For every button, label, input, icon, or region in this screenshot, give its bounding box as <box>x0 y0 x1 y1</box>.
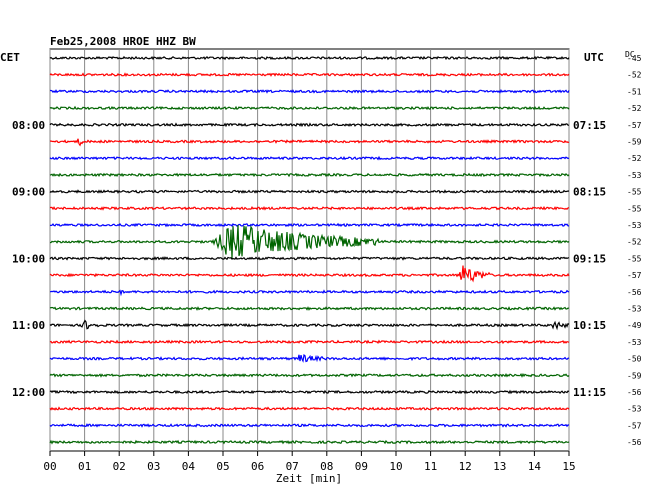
dc-value: -57 <box>627 421 642 430</box>
dc-value: -55 <box>627 188 642 197</box>
dc-value: -53 <box>627 405 642 414</box>
trace-line <box>49 222 570 228</box>
x-tick-label: 15 <box>562 460 575 473</box>
right-time-label: 10:15 <box>573 319 606 332</box>
trace-line <box>49 306 570 311</box>
x-axis-label: Zeit [min] <box>276 472 342 485</box>
dc-value: -53 <box>627 171 642 180</box>
trace-line <box>49 205 570 211</box>
x-tick-label: 05 <box>216 460 229 473</box>
x-tick-label: 00 <box>43 460 56 473</box>
x-tick-label: 10 <box>389 460 402 473</box>
trace-line <box>49 155 570 161</box>
trace-line <box>49 72 570 78</box>
x-tick-label: 13 <box>493 460 506 473</box>
trace-line <box>49 122 569 128</box>
dc-value: -50 <box>627 355 642 364</box>
trace-line <box>50 89 570 94</box>
dc-value: -57 <box>627 121 642 130</box>
trace-line <box>49 256 570 261</box>
trace-line <box>49 55 570 61</box>
trace-line <box>49 339 570 345</box>
right-time-label: 08:15 <box>573 186 606 199</box>
dc-value: -52 <box>627 154 642 163</box>
dc-value: -55 <box>627 204 642 213</box>
dc-value: -55 <box>627 254 642 263</box>
x-tick-label: 12 <box>459 460 472 473</box>
trace-line <box>49 423 570 428</box>
trace-line <box>49 353 570 363</box>
left-time-label: 12:00 <box>12 386 45 399</box>
dc-value: -59 <box>627 138 642 147</box>
trace-line <box>49 265 570 283</box>
left-time-label: 11:00 <box>12 319 45 332</box>
trace-line <box>49 289 570 297</box>
traces <box>49 55 570 445</box>
x-tick-label: 03 <box>147 460 160 473</box>
x-tick-label: 01 <box>78 460 91 473</box>
right-time-label: 09:15 <box>573 252 606 265</box>
x-tick-label: 14 <box>528 460 542 473</box>
x-tick-label: 07 <box>286 460 299 473</box>
dc-value: -52 <box>627 71 642 80</box>
trace-line <box>49 372 570 378</box>
dc-value: -56 <box>627 438 642 447</box>
dc-value: -53 <box>627 338 642 347</box>
dc-value: -49 <box>627 321 642 330</box>
right-time-label: 07:15 <box>573 119 606 132</box>
trace-line <box>49 389 570 395</box>
trace-line <box>49 138 570 147</box>
trace-line <box>49 439 570 445</box>
right-time-label: 11:15 <box>573 386 606 399</box>
right-zone-label: UTC <box>584 51 604 64</box>
row-labels: -45 -52 -51 -52 -57 -59 -52 -53 -55 -55 -53 -52 -55 -… <box>12 54 642 447</box>
left-time-label: 10:00 <box>12 252 45 265</box>
x-tick-label: 02 <box>113 460 126 473</box>
trace-line <box>49 406 570 411</box>
x-tick-label: 06 <box>251 460 264 473</box>
dc-value: -53 <box>627 221 642 230</box>
x-tick-label: 11 <box>424 460 437 473</box>
trace-line <box>49 172 570 178</box>
dc-value: -52 <box>627 238 642 247</box>
dc-value: -51 <box>627 87 642 96</box>
trace-line <box>49 189 570 194</box>
x-tick-label: 09 <box>355 460 368 473</box>
left-zone-label: CET <box>0 51 20 64</box>
dc-value: -56 <box>627 288 642 297</box>
dc-header-label: DC <box>625 50 635 59</box>
x-tick-label: 08 <box>320 460 333 473</box>
left-time-label: 09:00 <box>12 186 45 199</box>
x-tick-label: 04 <box>182 460 196 473</box>
trace-line <box>49 319 570 331</box>
dc-value: -52 <box>627 104 642 113</box>
chart-title: Feb25,2008 HROE HHZ BW <box>50 35 196 48</box>
dc-value: -53 <box>627 305 642 314</box>
dc-value: -45 <box>627 54 642 63</box>
dc-value: -59 <box>627 371 642 380</box>
trace-line <box>49 105 570 111</box>
trace-line <box>49 224 570 259</box>
dc-value: -56 <box>627 388 642 397</box>
dc-value: -57 <box>627 271 642 280</box>
grid <box>49 48 570 452</box>
left-time-label: 08:00 <box>12 119 45 132</box>
x-axis: 00 01 02 03 04 05 06 07 08 09 10 11 12 13 14 15 <box>43 451 576 473</box>
